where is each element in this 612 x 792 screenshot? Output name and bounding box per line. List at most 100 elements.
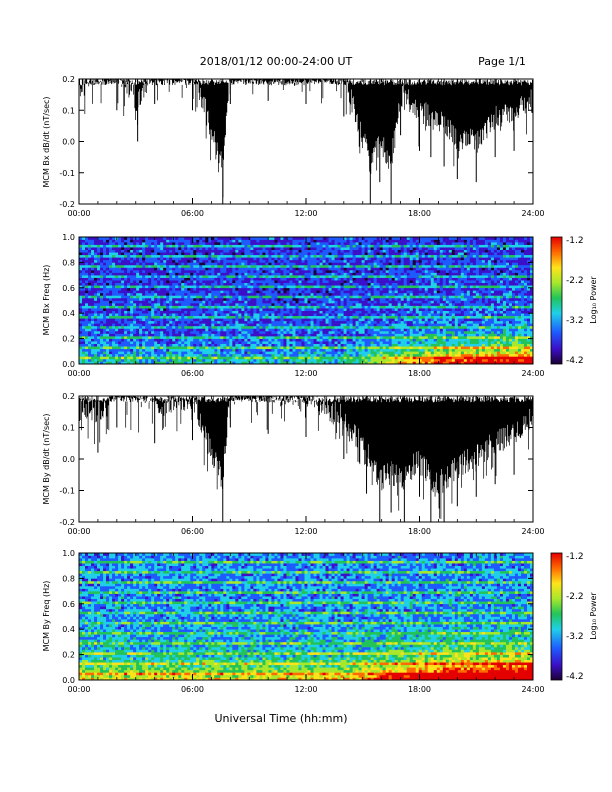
spectrogram-cell bbox=[133, 275, 137, 278]
spectrogram-cell bbox=[241, 247, 245, 250]
spectrogram-cell bbox=[211, 262, 215, 266]
spectrogram-cell bbox=[361, 254, 365, 258]
spectrogram-cell bbox=[151, 346, 155, 350]
spectrogram-cell bbox=[199, 290, 203, 294]
spectrogram-cell bbox=[181, 285, 185, 289]
spectrogram-cell bbox=[127, 315, 131, 319]
spectrogram-cell bbox=[136, 346, 140, 350]
spectrogram-cell bbox=[130, 237, 134, 240]
spectrogram-cell bbox=[304, 320, 308, 324]
spectrogram-cell bbox=[169, 313, 173, 317]
spectrogram-cell bbox=[193, 348, 197, 352]
spectrogram-cell bbox=[100, 239, 104, 243]
spectrogram-cell bbox=[295, 323, 299, 327]
spectrogram-cell bbox=[199, 328, 203, 332]
spectrogram-cell bbox=[145, 259, 149, 263]
spectrogram-cell bbox=[364, 341, 368, 344]
spectrogram-cell bbox=[91, 303, 95, 306]
spectrogram-cell bbox=[100, 315, 104, 319]
spectrogram-cell bbox=[283, 356, 287, 360]
spectrogram-cell bbox=[238, 237, 242, 240]
spectrogram-cell bbox=[241, 303, 245, 306]
spectrogram-cell bbox=[352, 242, 356, 245]
spectrogram-cell bbox=[220, 239, 224, 243]
spectrogram-cell bbox=[205, 290, 209, 294]
spectrogram-cell bbox=[226, 257, 230, 261]
spectrogram-cell bbox=[235, 351, 239, 355]
spectrogram-cell bbox=[370, 295, 374, 299]
spectrogram-cell bbox=[178, 287, 182, 291]
spectrogram-cell bbox=[331, 242, 335, 245]
spectrogram-cell bbox=[271, 244, 275, 248]
spectrogram-cell bbox=[106, 237, 110, 240]
spectrogram-cell bbox=[172, 295, 176, 299]
spectrogram-cell bbox=[274, 292, 278, 296]
spectrogram-cell bbox=[223, 308, 227, 311]
spectrogram-cell bbox=[202, 282, 206, 286]
spectrogram-cell bbox=[130, 272, 134, 276]
spectrogram-cell bbox=[91, 328, 95, 332]
spectrogram-cell bbox=[367, 254, 371, 258]
spectrogram-cell bbox=[196, 313, 200, 317]
spectrogram-cell bbox=[337, 267, 341, 271]
spectrogram-cell bbox=[103, 300, 107, 304]
spectrogram-cell bbox=[334, 325, 338, 329]
spectrogram-cell bbox=[226, 292, 230, 296]
spectrogram-cell bbox=[151, 280, 155, 284]
spectrogram-cell bbox=[154, 292, 158, 296]
spectrogram-cell bbox=[196, 308, 200, 311]
spectrogram-cell bbox=[310, 272, 314, 276]
spectrogram-cell bbox=[175, 280, 179, 284]
spectrogram-cell bbox=[292, 361, 296, 365]
spectrogram-cell bbox=[310, 292, 314, 296]
spectrogram-cell bbox=[313, 358, 317, 362]
spectrogram-cell bbox=[331, 325, 335, 329]
spectrogram-cell bbox=[85, 277, 89, 281]
spectrogram-cell bbox=[127, 295, 131, 299]
spectrogram-cell bbox=[340, 328, 344, 332]
spectrogram-cell bbox=[268, 308, 272, 311]
spectrogram-cell bbox=[301, 323, 305, 327]
spectrogram-cell bbox=[151, 249, 155, 253]
spectrogram-cell bbox=[151, 336, 155, 339]
spectrogram-cell bbox=[187, 262, 191, 266]
spectrogram-cell bbox=[82, 313, 86, 317]
spectrogram-cell bbox=[97, 303, 101, 306]
bx-waveform-panel: MCM Bx dB/dt (nT/sec) 0.20.10.0-0.1-0.20… bbox=[42, 75, 545, 218]
spectrogram-cell bbox=[271, 290, 275, 294]
spectrogram-cell bbox=[175, 267, 179, 271]
spectrogram-cell bbox=[271, 247, 275, 250]
spectrogram-cell bbox=[205, 277, 209, 281]
spectrogram-cell bbox=[139, 267, 143, 271]
spectrogram-cell bbox=[97, 262, 101, 266]
spectrogram-cell bbox=[184, 277, 188, 281]
spectrogram-cell bbox=[148, 249, 152, 253]
spectrogram-cell bbox=[259, 249, 263, 253]
spectrogram-cell bbox=[91, 254, 95, 258]
spectrogram-cell bbox=[133, 348, 137, 352]
spectrogram-cell bbox=[298, 285, 302, 289]
spectrogram-cell bbox=[214, 313, 218, 317]
spectrogram-cell bbox=[124, 333, 128, 337]
spectrogram-cell bbox=[127, 270, 131, 273]
spectrogram-cell bbox=[229, 303, 233, 306]
spectrogram-cell bbox=[226, 336, 230, 339]
spectrogram-cell bbox=[286, 259, 290, 263]
spectrogram-cell bbox=[127, 237, 131, 240]
spectrogram-cell bbox=[289, 244, 293, 248]
spectrogram-cell bbox=[145, 341, 149, 344]
spectrogram-cell bbox=[157, 343, 161, 347]
spectrogram-cell bbox=[94, 247, 98, 250]
spectrogram-cell bbox=[145, 300, 149, 304]
spectrogram-cell bbox=[274, 341, 278, 344]
spectrogram-cell bbox=[322, 325, 326, 329]
spectrogram-cell bbox=[370, 305, 374, 309]
spectrogram-cell bbox=[274, 328, 278, 332]
spectrogram-cell bbox=[307, 242, 311, 245]
spectrogram-cell bbox=[169, 254, 173, 258]
spectrogram-cell bbox=[157, 361, 161, 365]
spectrogram-cell bbox=[322, 254, 326, 258]
spectrogram-cell bbox=[301, 297, 305, 301]
spectrogram-cell bbox=[271, 346, 275, 350]
spectrogram-cell bbox=[355, 310, 359, 314]
